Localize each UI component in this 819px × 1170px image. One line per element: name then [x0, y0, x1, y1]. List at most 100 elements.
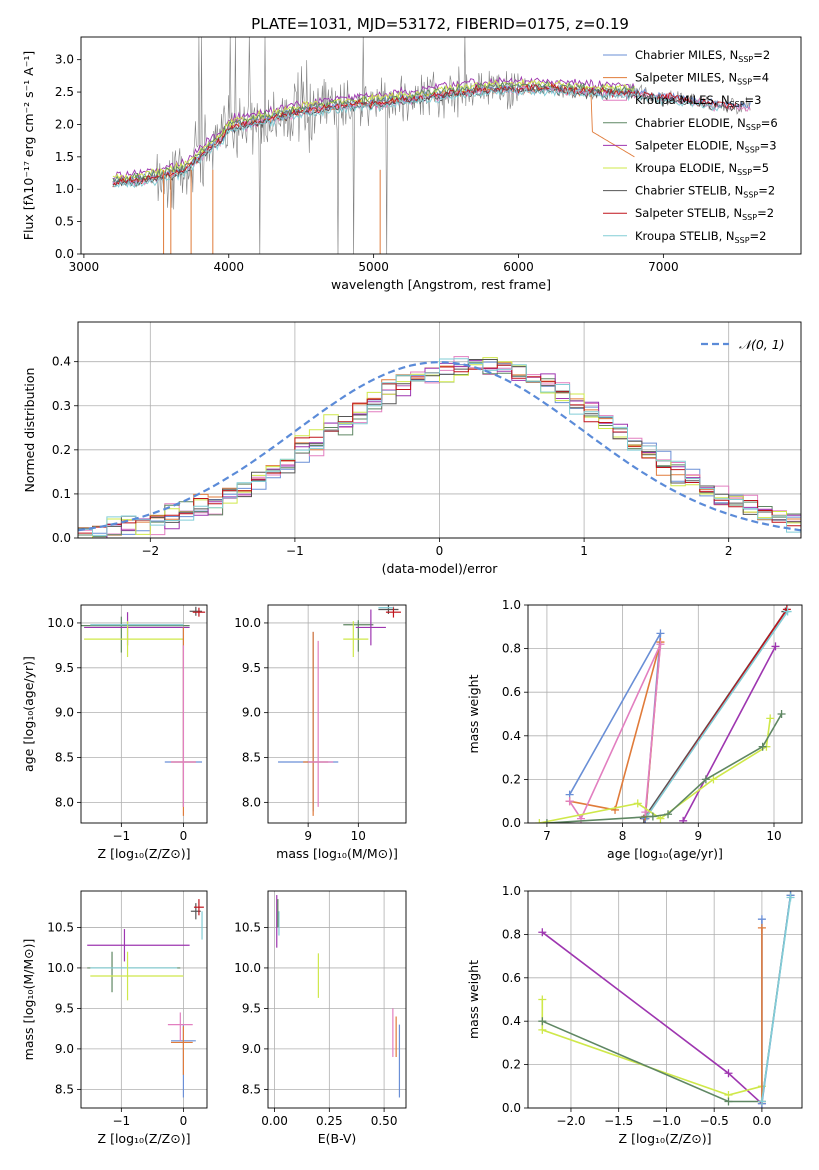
legend-label: Chabrier STELIB, NSSP=2 [635, 184, 775, 200]
y-tick-label: 1.0 [55, 182, 74, 196]
y-tick-label: 0.6 [502, 685, 521, 699]
data-point-marker [757, 1097, 766, 1106]
legend-label-value: =6 [761, 116, 778, 130]
plot-area [538, 891, 795, 1108]
legend-label-value: =2 [753, 48, 770, 62]
legend-label-subscript: SSP [737, 78, 752, 87]
legend-label: Salpeter ELODIE, NSSP=3 [635, 138, 777, 154]
data-point-marker [777, 710, 786, 718]
y-tick-label: 10.5 [47, 920, 74, 934]
histogram-kroupa-miles [78, 356, 801, 536]
data-point-marker [656, 640, 665, 649]
model-kroupa-stelib-line [112, 85, 722, 189]
data-point-marker [542, 819, 551, 823]
legend-label-text: Chabrier ELODIE, N [635, 116, 746, 130]
y-tick-label: 0.0 [52, 531, 71, 545]
legend-label-text: Chabrier STELIB, N [635, 184, 743, 198]
data-point-marker [758, 742, 767, 751]
plot-area [112, 37, 751, 254]
x-tick-label: 0.0 [752, 1114, 771, 1128]
legend-label-value: =2 [757, 206, 774, 220]
normal-distribution-curve [78, 360, 801, 532]
y-tick-label: 0.0 [502, 816, 521, 830]
x-tick-label: −1.5 [604, 1114, 633, 1128]
y-tick-label: 0.5 [55, 215, 74, 229]
x-axis-label: Z [log₁₀(Z/Z⊙)] [619, 1131, 712, 1146]
x-tick-label: 0 [436, 544, 444, 558]
x-tick-label: 10 [351, 829, 366, 843]
y-axis-label: Flux [fλ10⁻¹⁷ erg cm⁻² s⁻¹ A⁻¹] [21, 51, 36, 240]
y-tick-label: 8.5 [55, 1082, 74, 1096]
legend-label: Kroupa STELIB, NSSP=2 [635, 229, 766, 245]
legend-label-text: Salpeter MILES, N [635, 71, 737, 85]
y-tick-label: 2.0 [55, 117, 74, 131]
x-tick-label: 7000 [648, 260, 679, 274]
legend-label-text: Salpeter STELIB, N [635, 206, 742, 220]
spectrum-panel: 3000 4000 5000 6000 7000 0.0 0.5 1.0 1.5 2.0 2.5 3.… [21, 36, 802, 292]
x-tick-label: 6000 [503, 260, 534, 274]
x-tick-label: 0 [180, 1114, 188, 1128]
x-tick-label: −2.0 [556, 1114, 585, 1128]
axes-frame [80, 890, 208, 1109]
data-point-marker [656, 629, 665, 638]
model-kroupa-elodie-line [112, 79, 635, 181]
y-axis-label: Normed distribution [22, 368, 37, 493]
legend-label-subscript: SSP [738, 55, 753, 64]
x-tick-label: −0.5 [700, 1114, 729, 1128]
y-tick-label: 0.4 [52, 355, 71, 369]
y-tick-label: 10.5 [234, 920, 261, 934]
x-axis-label: wavelength [Angstrom, rest frame] [331, 277, 551, 292]
legend-label-subscript: SSP [742, 213, 757, 222]
y-tick-label: 8.5 [242, 1082, 261, 1096]
legend-label: Salpeter MILES, NSSP=4 [635, 71, 769, 87]
y-tick-label: 9.0 [55, 706, 74, 720]
histogram-chabrier-miles [78, 361, 801, 535]
mass-weight-line [568, 643, 662, 821]
x-tick-label: 1 [580, 544, 588, 558]
mass-weight-line [646, 611, 789, 817]
y-tick-label: 1.0 [502, 598, 521, 612]
legend-label: Kroupa MILES, NSSP=3 [635, 93, 761, 109]
axes-frame [267, 890, 407, 1109]
axes-frame [527, 890, 803, 1109]
x-tick-label: 0 [180, 829, 188, 843]
axes-frame [80, 36, 802, 255]
y-tick-label: 10.0 [47, 616, 74, 630]
y-tick-label: 8.0 [55, 795, 74, 809]
age-vs-mass-panel: 9 10 8.0 8.5 9.0 9.5 10.0 mass [log₁₀(M/M⊙)] [234, 604, 407, 861]
mass-vs-ebv-panel: 0.00 0.25 0.50 8.5 9.0 9.5 10.0 10.5 E(B-V) [234, 890, 407, 1146]
model-salpeter-elodie-line [112, 75, 635, 179]
plot-area [81, 606, 206, 816]
y-tick-label: 8.5 [55, 751, 74, 765]
y-tick-label: 9.5 [242, 1001, 261, 1015]
x-axis-label: Z [log₁₀(Z/Z⊙)] [98, 846, 191, 861]
y-tick-label: 9.5 [55, 1001, 74, 1015]
y-tick-label: 0.0 [502, 1101, 521, 1115]
y-tick-label: 1.5 [55, 150, 74, 164]
y-tick-label: 0.2 [502, 1058, 521, 1072]
x-tick-label: 8 [619, 829, 627, 843]
y-tick-label: 9.5 [242, 661, 261, 675]
y-tick-label: 0.1 [52, 487, 71, 501]
legend-label-value: =5 [752, 161, 769, 175]
mass-weight-vs-metallicity-panel: −2.0 −1.5 −1.0 −0.5 0.0 0.0 0.2 0.4 0.6 0.8 1.0 Z [… [466, 884, 803, 1146]
y-tick-label: 9.5 [55, 661, 74, 675]
data-point-marker [771, 642, 780, 651]
x-axis-label: age [log₁₀(age/yr)] [607, 846, 723, 861]
plot-area [278, 605, 401, 816]
mass-weight-line [682, 646, 777, 822]
legend-label-text: Kroupa MILES, N [635, 93, 730, 107]
plot-area [535, 605, 792, 823]
y-tick-label: 0.3 [52, 399, 71, 413]
y-tick-label: 0.4 [502, 1014, 521, 1028]
model-salpeter-stelib-line [112, 82, 737, 188]
x-tick-label: 2 [725, 544, 733, 558]
x-tick-label: 0.00 [261, 1114, 288, 1128]
legend-label-text: Kroupa ELODIE, N [635, 161, 737, 175]
data-point-marker [757, 923, 766, 932]
y-tick-label: 0.8 [502, 642, 521, 656]
histogram-salpeter-miles [78, 362, 801, 536]
plot-area [276, 895, 401, 1098]
mass-weight-line [546, 713, 783, 823]
